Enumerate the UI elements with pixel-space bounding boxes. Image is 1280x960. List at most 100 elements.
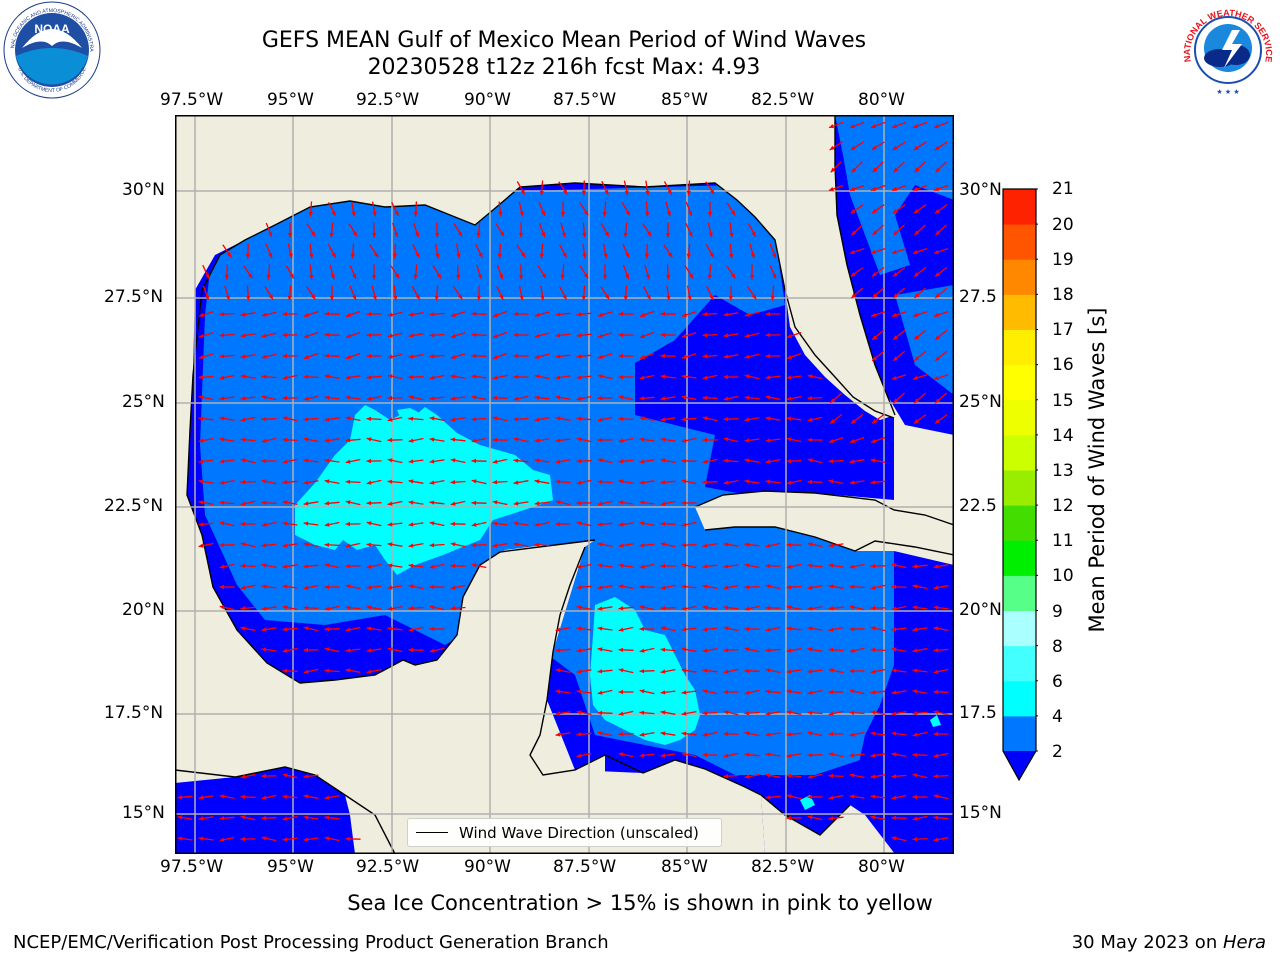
wind-wave-arrow-head bbox=[828, 711, 834, 716]
wind-wave-arrow-head bbox=[534, 395, 540, 400]
wind-wave-arrow-head bbox=[450, 542, 456, 547]
wind-wave-arrow-head bbox=[562, 294, 567, 300]
wind-wave-arrow-head bbox=[729, 232, 734, 238]
wind-wave-arrow-head bbox=[366, 605, 372, 610]
wind-wave-arrow-head bbox=[933, 605, 939, 610]
wind-wave-arrow-head bbox=[450, 606, 456, 611]
wind-wave-arrow-head bbox=[261, 395, 267, 400]
wind-wave-arrow-head bbox=[287, 233, 293, 238]
wind-wave-arrow-head bbox=[205, 273, 210, 279]
wind-wave-arrow-head bbox=[456, 274, 461, 280]
wind-wave-arrow-head bbox=[645, 274, 650, 280]
wind-wave-arrow-head bbox=[345, 416, 351, 421]
wind-wave-arrow-head bbox=[870, 585, 876, 590]
wind-wave-arrow-head bbox=[408, 606, 414, 611]
wind-wave-arrow-head bbox=[476, 295, 481, 301]
wind-wave-arrow-head bbox=[933, 689, 939, 694]
wind-wave-arrow-head bbox=[828, 627, 834, 632]
wind-wave-arrow-head bbox=[891, 375, 897, 380]
wind-wave-arrow-head bbox=[870, 815, 876, 820]
colorbar-tick-label: 20 bbox=[1052, 215, 1074, 235]
wind-wave-arrow-head bbox=[456, 253, 461, 259]
wind-wave-arrow-head bbox=[261, 815, 267, 821]
wind-wave-arrow-head bbox=[330, 274, 335, 280]
wind-wave-arrow-head bbox=[933, 731, 938, 737]
wind-wave-arrow-head bbox=[331, 252, 336, 258]
wind-wave-arrow-head bbox=[870, 669, 876, 674]
wind-wave-arrow-head bbox=[618, 374, 623, 380]
wind-wave-arrow-head bbox=[324, 374, 330, 379]
wind-wave-arrow-head bbox=[219, 333, 225, 338]
wind-wave-arrow-head bbox=[807, 690, 813, 695]
wind-wave-arrow-head bbox=[935, 335, 941, 340]
wind-wave-arrow-head bbox=[723, 374, 728, 380]
wind-wave-arrow-head bbox=[828, 773, 834, 778]
wind-wave-arrow-head bbox=[786, 689, 792, 694]
wind-wave-arrow-head bbox=[828, 689, 834, 695]
wind-wave-arrow-head bbox=[702, 668, 708, 673]
wind-wave-arrow-head bbox=[576, 480, 582, 485]
wind-wave-arrow-head bbox=[324, 647, 330, 652]
wind-wave-arrow-head bbox=[709, 252, 714, 258]
wind-wave-arrow-head bbox=[728, 295, 733, 301]
wind-wave-arrow-head bbox=[540, 295, 545, 301]
wind-wave-arrow-head bbox=[219, 375, 225, 380]
wind-wave-arrow-head bbox=[933, 249, 939, 254]
wind-wave-arrow-head bbox=[366, 542, 372, 547]
wind-wave-arrow-head bbox=[765, 795, 771, 800]
wind-wave-arrow-head bbox=[366, 437, 372, 442]
colorbar-cell bbox=[1003, 294, 1036, 330]
wind-wave-arrow-head bbox=[555, 438, 561, 443]
wind-wave-arrow-head bbox=[240, 794, 246, 799]
wind-wave-arrow-head bbox=[541, 232, 546, 237]
wind-wave-arrow-head bbox=[576, 333, 582, 338]
wind-wave-arrow-head bbox=[872, 356, 877, 361]
lon-label: 97.5°W bbox=[160, 857, 224, 877]
wind-wave-arrow-head bbox=[933, 648, 939, 653]
wind-wave-arrow-head bbox=[935, 293, 941, 298]
wind-wave-arrow-head bbox=[576, 626, 582, 631]
wind-wave-arrow-head bbox=[408, 312, 414, 317]
colorbar-cell bbox=[1003, 610, 1036, 647]
wind-wave-arrow-head bbox=[681, 500, 686, 506]
wind-wave-arrow-head bbox=[240, 396, 246, 401]
wind-wave-arrow-head bbox=[870, 690, 876, 695]
colorbar-cell bbox=[1003, 645, 1036, 682]
wind-wave-arrow-head bbox=[660, 542, 666, 547]
wind-wave-arrow-head bbox=[282, 521, 288, 526]
wind-wave-arrow-head bbox=[807, 626, 813, 631]
wind-wave-arrow-head bbox=[324, 795, 330, 800]
wind-wave-arrow-head bbox=[870, 626, 876, 631]
wind-wave-arrow-head bbox=[849, 794, 855, 799]
wind-wave-arrow-head bbox=[723, 333, 729, 338]
wind-wave-arrow-head bbox=[240, 374, 246, 379]
legend-label: Wind Wave Direction (unscaled) bbox=[459, 823, 699, 842]
wind-wave-arrow-head bbox=[245, 253, 251, 259]
wind-wave-arrow-head bbox=[660, 480, 666, 485]
wind-wave-arrow-head bbox=[324, 479, 330, 484]
wind-wave-arrow-head bbox=[828, 438, 834, 443]
wind-wave-arrow-head bbox=[828, 647, 834, 652]
wind-wave-arrow-head bbox=[639, 732, 645, 737]
wind-wave-arrow-head bbox=[893, 335, 899, 340]
wind-wave-arrow-head bbox=[914, 356, 919, 361]
lon-label: 95°W bbox=[267, 857, 314, 877]
wind-wave-arrow-head bbox=[681, 606, 687, 611]
wind-wave-arrow-head bbox=[261, 438, 267, 443]
wind-wave-arrow-head bbox=[723, 731, 729, 737]
wind-wave-arrow-head bbox=[387, 437, 393, 443]
wind-wave-arrow-head bbox=[309, 253, 314, 259]
wind-wave-arrow-head bbox=[266, 274, 271, 280]
wind-wave-arrow-head bbox=[198, 333, 204, 338]
wind-wave-arrow-head bbox=[870, 458, 876, 463]
colorbar-cell bbox=[1003, 399, 1036, 436]
colorbar-tick-label: 11 bbox=[1052, 531, 1074, 551]
wind-wave-arrow-head bbox=[261, 333, 267, 338]
wind-wave-direction-arrows bbox=[177, 121, 949, 842]
wind-wave-arrow-head bbox=[912, 773, 918, 778]
lon-label: 92.5°W bbox=[356, 857, 420, 877]
wind-wave-arrow-head bbox=[387, 585, 393, 590]
wind-wave-arrow-head bbox=[744, 417, 750, 422]
wind-wave-arrow-head bbox=[429, 396, 435, 401]
wind-wave-arrow-head bbox=[303, 626, 309, 631]
